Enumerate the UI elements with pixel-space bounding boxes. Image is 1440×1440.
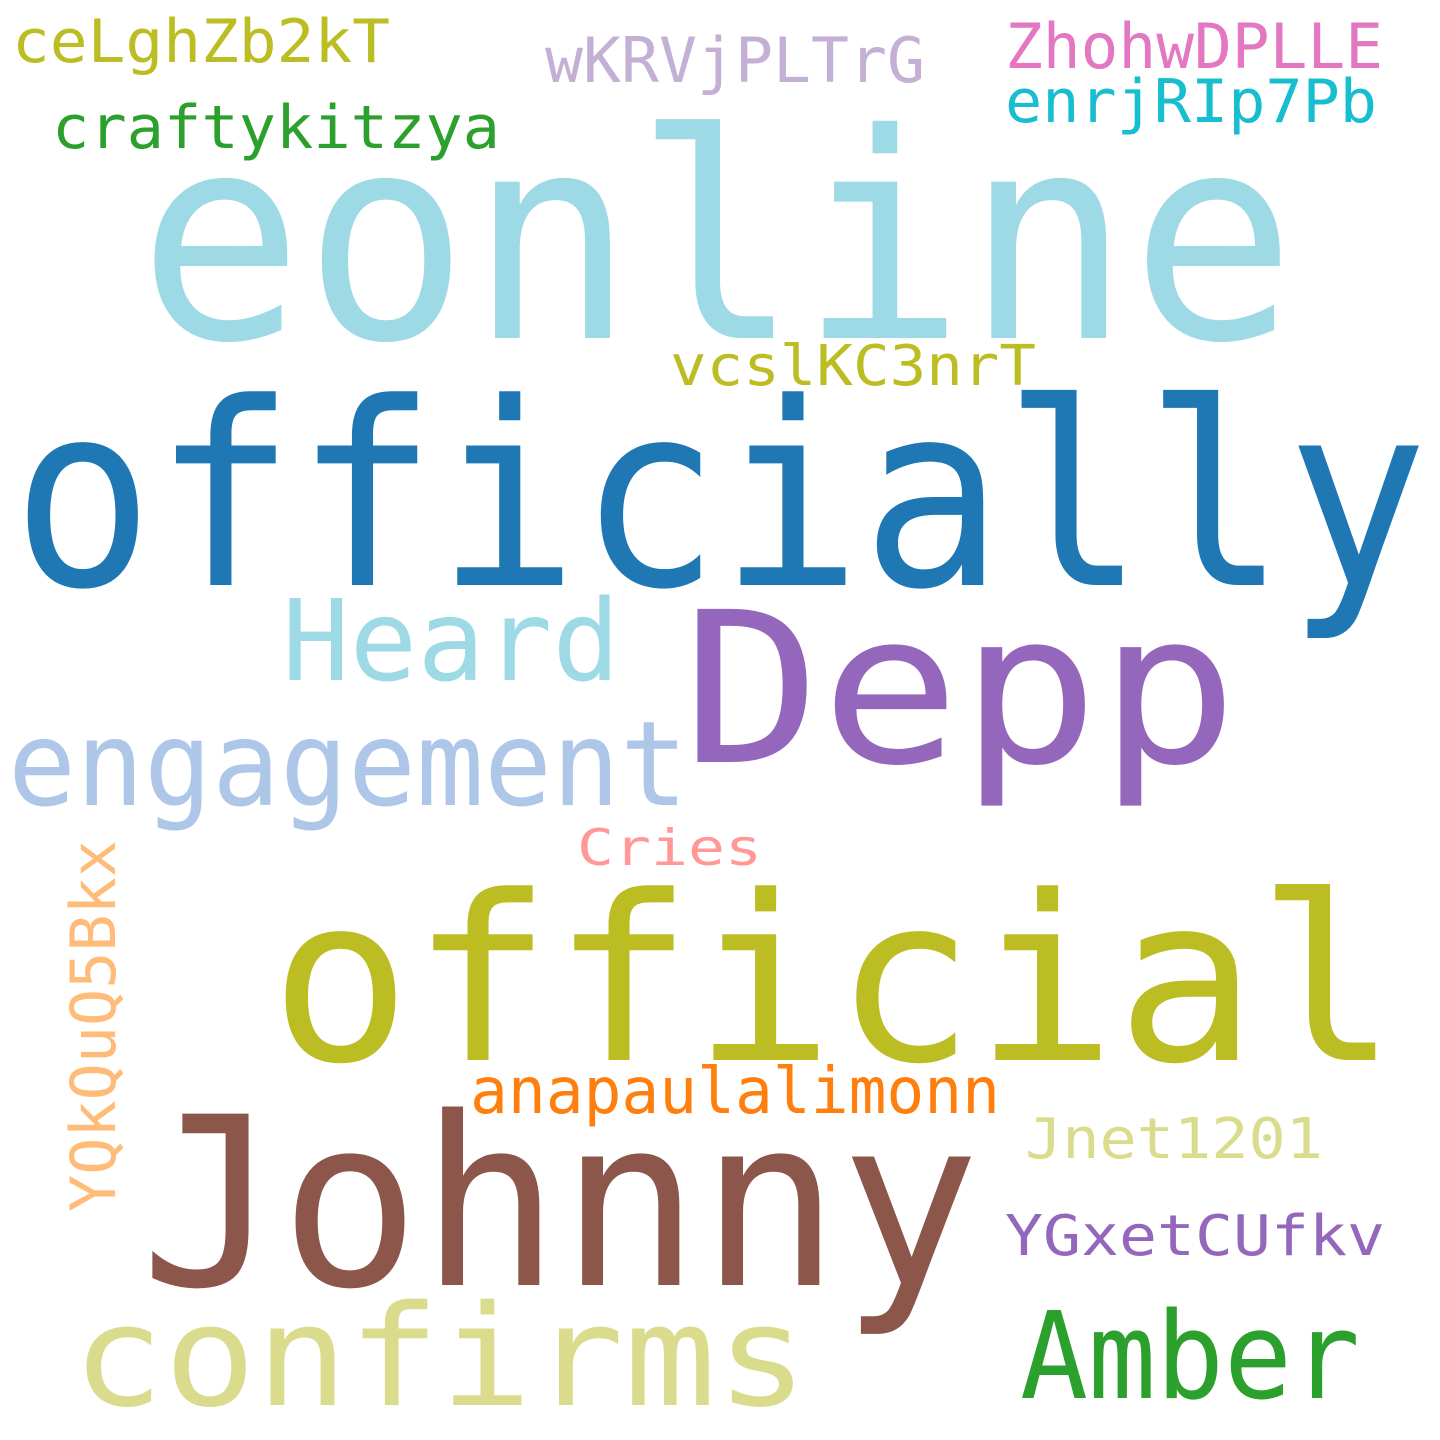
word-enrjrip7pb: enrjRIp7Pb xyxy=(1005,67,1377,137)
word-officially: officially xyxy=(12,349,1428,646)
word-yqkquq5bkx: YQkQuQ5Bkx xyxy=(57,840,130,1212)
word-craftykitzya: craftykitzya xyxy=(52,93,500,163)
word-vcslkc3nrt: vcslKC3nrT xyxy=(670,334,1036,399)
word-depp: Depp xyxy=(682,567,1238,812)
word-ygxetcufkv: YGxetCUfkv xyxy=(1005,1204,1385,1269)
word-heard: Heard xyxy=(282,577,620,707)
word-anapaulalimonn: anapaulalimonn xyxy=(470,1055,1000,1129)
word-engagement: engagement xyxy=(8,695,688,833)
word-amber: Amber xyxy=(1020,1288,1360,1427)
word-zhohwdplle: ZhohwDPLLE xyxy=(1005,10,1383,83)
word-jnet1201: Jnet1201 xyxy=(1025,1107,1323,1172)
word-eonline: eonline xyxy=(138,74,1296,406)
word-celghzb2kt: ceLghZb2kT xyxy=(12,7,390,77)
word-cries: Cries xyxy=(577,819,762,877)
word-wkrvjpltrg: wKRVjPLTrG xyxy=(545,24,925,97)
word-confirms: confirms xyxy=(72,1276,808,1439)
word-official: official xyxy=(270,848,1398,1115)
word-johnny: Johnny xyxy=(140,1068,980,1341)
